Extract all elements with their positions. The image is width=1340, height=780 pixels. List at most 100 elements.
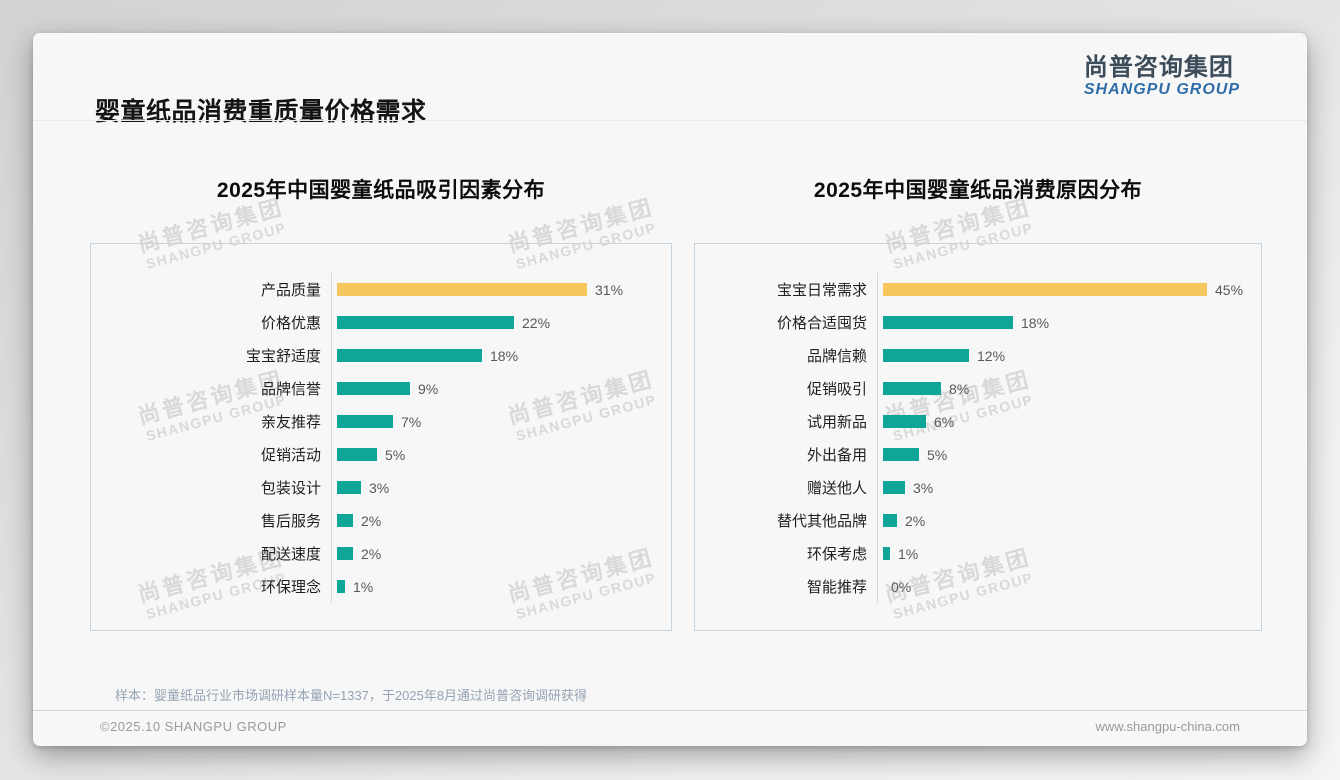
bar bbox=[337, 547, 353, 560]
value-label: 8% bbox=[949, 380, 970, 397]
footer-divider bbox=[33, 710, 1307, 711]
bar-chart-attraction-factors: 产品质量 31% 价格优惠 22% 宝宝舒适度 18% 品牌信誉 9% 亲友推荐 7% 促销活动 5%… bbox=[90, 243, 672, 631]
page-title: 婴童纸品消费重质量价格需求 bbox=[95, 97, 427, 126]
bar bbox=[883, 514, 897, 527]
category-label: 包装设计 bbox=[260, 480, 321, 497]
bar bbox=[337, 316, 514, 329]
category-label: 价格优惠 bbox=[260, 315, 321, 332]
bar-track: 7% bbox=[331, 405, 671, 438]
chart-bar-row: 环保考虑 1% bbox=[695, 537, 1261, 570]
category-label: 亲友推荐 bbox=[260, 414, 321, 431]
chart-bar-row: 赠送他人 3% bbox=[695, 471, 1261, 504]
bar bbox=[337, 283, 587, 296]
bar bbox=[337, 349, 482, 362]
value-label: 31% bbox=[595, 281, 624, 298]
bar-track: 6% bbox=[877, 405, 1261, 438]
category-label: 促销活动 bbox=[260, 447, 321, 464]
bar-track: 8% bbox=[877, 372, 1261, 405]
value-label: 18% bbox=[1021, 314, 1050, 331]
chart-bar-row: 外出备用 5% bbox=[695, 438, 1261, 471]
category-label: 宝宝日常需求 bbox=[776, 282, 867, 299]
category-label: 品牌信赖 bbox=[806, 348, 867, 365]
bar-track: 18% bbox=[877, 306, 1261, 339]
value-label: 22% bbox=[522, 314, 551, 331]
chart-bar-row: 宝宝日常需求 45% bbox=[695, 273, 1261, 306]
chart-title: 2025年中国婴童纸品吸引因素分布 bbox=[216, 179, 546, 202]
chart-bar-row: 亲友推荐 7% bbox=[91, 405, 671, 438]
bar-track: 1% bbox=[877, 537, 1261, 570]
value-label: 3% bbox=[913, 479, 934, 496]
value-label: 3% bbox=[369, 479, 390, 496]
chart-bar-row: 智能推荐 0% bbox=[695, 570, 1261, 603]
header-divider bbox=[33, 120, 1307, 121]
category-label: 品牌信誉 bbox=[260, 381, 321, 398]
bar-track: 2% bbox=[331, 504, 671, 537]
bar-track: 0% bbox=[877, 570, 1261, 603]
bar-track: 3% bbox=[331, 471, 671, 504]
value-label: 0% bbox=[891, 578, 912, 595]
value-label: 1% bbox=[353, 578, 374, 595]
chart-column-attraction-factors: 2025年中国婴童纸品吸引因素分布 产品质量 31% 价格优惠 22% 宝宝舒适度 18%… bbox=[90, 176, 672, 631]
category-label: 赠送他人 bbox=[806, 480, 867, 497]
bar-track: 22% bbox=[331, 306, 671, 339]
bar bbox=[337, 448, 377, 461]
chart-bar-row: 促销吸引 8% bbox=[695, 372, 1261, 405]
category-label: 价格合适囤货 bbox=[776, 315, 867, 332]
bar-track: 5% bbox=[877, 438, 1261, 471]
chart-bar-row: 包装设计 3% bbox=[91, 471, 671, 504]
bar-track: 31% bbox=[331, 273, 671, 306]
chart-column-consumption-reasons: 2025年中国婴童纸品消费原因分布 宝宝日常需求 45% 价格合适囤货 18% 品牌信赖… bbox=[694, 176, 1262, 631]
category-label: 售后服务 bbox=[260, 513, 321, 530]
chart-bar-row: 售后服务 2% bbox=[91, 504, 671, 537]
bar bbox=[883, 415, 926, 428]
chart-bar-row: 产品质量 31% bbox=[91, 273, 671, 306]
category-label: 配送速度 bbox=[260, 546, 321, 563]
category-label: 外出备用 bbox=[806, 447, 867, 464]
logo-english-name: SHANGPU GROUP bbox=[1083, 81, 1240, 99]
footer-copyright: ©2025.10 SHANGPU GROUP bbox=[100, 719, 287, 734]
value-label: 7% bbox=[401, 413, 422, 430]
category-label: 产品质量 bbox=[260, 282, 321, 299]
chart-bar-row: 配送速度 2% bbox=[91, 537, 671, 570]
bar bbox=[883, 349, 969, 362]
chart-bar-row: 品牌信赖 12% bbox=[695, 339, 1261, 372]
value-label: 12% bbox=[977, 347, 1006, 364]
value-label: 2% bbox=[361, 545, 382, 562]
bar bbox=[337, 514, 353, 527]
charts-area: 2025年中国婴童纸品吸引因素分布 产品质量 31% 价格优惠 22% 宝宝舒适度 18%… bbox=[90, 176, 1262, 631]
category-label: 替代其他品牌 bbox=[776, 513, 867, 530]
bar bbox=[337, 415, 393, 428]
chart-bar-row: 替代其他品牌 2% bbox=[695, 504, 1261, 537]
value-label: 2% bbox=[905, 512, 926, 529]
report-slide: 尚普咨询集团 SHANGPU GROUP 尚普咨询集团 SHANGPU GROUP 尚普… bbox=[33, 33, 1307, 746]
value-label: 45% bbox=[1215, 281, 1244, 298]
bar bbox=[337, 382, 410, 395]
bar-track: 2% bbox=[877, 504, 1261, 537]
bar bbox=[337, 580, 345, 593]
category-label: 促销吸引 bbox=[806, 381, 867, 398]
chart-bar-row: 价格合适囤货 18% bbox=[695, 306, 1261, 339]
value-label: 6% bbox=[934, 413, 955, 430]
bar-track: 3% bbox=[877, 471, 1261, 504]
bar-track: 2% bbox=[331, 537, 671, 570]
category-label: 宝宝舒适度 bbox=[245, 348, 321, 365]
bar bbox=[883, 448, 919, 461]
company-logo: 尚普咨询集团 SHANGPU GROUP bbox=[1084, 55, 1240, 99]
bar bbox=[883, 382, 941, 395]
chart-title: 2025年中国婴童纸品消费原因分布 bbox=[813, 179, 1143, 202]
bar bbox=[883, 481, 905, 494]
value-label: 1% bbox=[898, 545, 919, 562]
value-label: 9% bbox=[418, 380, 439, 397]
category-label: 试用新品 bbox=[806, 414, 867, 431]
value-label: 18% bbox=[490, 347, 519, 364]
logo-chinese-name: 尚普咨询集团 bbox=[1083, 54, 1234, 81]
bar bbox=[337, 481, 361, 494]
bar bbox=[883, 316, 1013, 329]
bar-track: 9% bbox=[331, 372, 671, 405]
chart-bar-row: 价格优惠 22% bbox=[91, 306, 671, 339]
value-label: 2% bbox=[361, 512, 382, 529]
chart-bar-row: 宝宝舒适度 18% bbox=[91, 339, 671, 372]
chart-bar-row: 促销活动 5% bbox=[91, 438, 671, 471]
bar-track: 1% bbox=[331, 570, 671, 603]
category-label: 环保理念 bbox=[260, 579, 321, 596]
